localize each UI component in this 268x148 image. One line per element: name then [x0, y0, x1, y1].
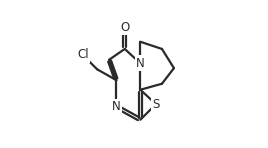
Text: Cl: Cl	[77, 48, 89, 61]
Text: N: N	[112, 100, 121, 113]
Text: S: S	[152, 98, 160, 111]
Text: O: O	[120, 21, 129, 34]
Text: N: N	[136, 57, 145, 70]
